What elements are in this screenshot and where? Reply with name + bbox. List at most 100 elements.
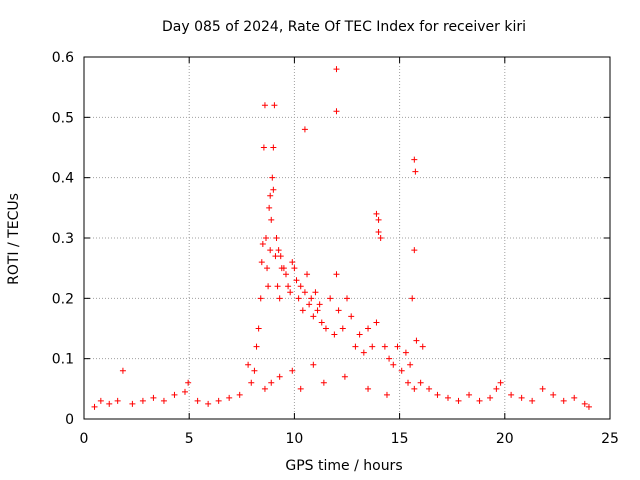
data-point	[270, 186, 277, 193]
data-point	[299, 307, 306, 314]
data-point	[277, 253, 284, 260]
data-point	[264, 265, 271, 272]
data-point	[297, 283, 304, 290]
data-point	[413, 337, 420, 344]
data-point	[268, 216, 275, 223]
x-tick-label: 15	[391, 431, 409, 447]
y-tick-label: 0.6	[52, 50, 74, 66]
data-point	[539, 385, 546, 392]
data-point	[398, 367, 405, 374]
data-point	[275, 247, 282, 254]
data-point	[571, 394, 578, 401]
data-point	[493, 385, 500, 392]
data-point	[369, 343, 376, 350]
grid	[84, 57, 610, 419]
data-point	[318, 319, 325, 326]
data-point	[360, 349, 367, 356]
data-point	[333, 66, 340, 73]
data-point	[261, 102, 268, 109]
data-point	[373, 210, 380, 217]
axis-ticks: 0 5 10 15 20 25 0 0.1 0.2 0.3 0.4 0.5 0.6	[52, 50, 619, 447]
data-point	[407, 361, 414, 368]
data-point	[91, 403, 98, 410]
data-point	[297, 385, 304, 392]
data-point	[409, 295, 416, 302]
data-point	[245, 361, 252, 368]
data-point	[114, 397, 121, 404]
data-point	[276, 373, 283, 380]
data-point	[271, 102, 278, 109]
data-point	[268, 379, 275, 386]
data-point	[476, 397, 483, 404]
data-point	[529, 397, 536, 404]
data-point	[282, 271, 289, 278]
data-point	[253, 343, 260, 350]
data-point	[97, 397, 104, 404]
data-point	[320, 379, 327, 386]
data-point	[308, 295, 315, 302]
data-point	[293, 277, 300, 284]
data-point	[289, 259, 296, 266]
data-point	[377, 235, 384, 241]
x-tick-label: 0	[80, 431, 89, 447]
data-point	[581, 400, 588, 407]
y-tick-label: 0.3	[52, 231, 74, 247]
y-tick-label: 0.5	[52, 110, 74, 126]
data-point	[333, 108, 340, 115]
data-point	[412, 168, 419, 175]
data-point	[289, 367, 296, 374]
data-point	[269, 174, 276, 181]
data-point	[417, 379, 424, 386]
data-point	[261, 385, 268, 392]
data-point	[160, 397, 167, 404]
data-point	[106, 400, 113, 407]
data-point	[310, 313, 317, 320]
data-point	[375, 228, 382, 235]
data-point	[411, 156, 418, 163]
data-point	[255, 325, 262, 332]
data-point	[375, 216, 382, 223]
data-point	[171, 391, 178, 398]
data-point	[508, 391, 515, 398]
data-point	[348, 313, 355, 320]
x-tick-label: 25	[601, 431, 619, 447]
x-tick-label: 10	[285, 431, 303, 447]
data-point	[411, 247, 418, 254]
data-point	[265, 283, 272, 290]
y-tick-label: 0.1	[52, 352, 74, 368]
data-point	[394, 343, 401, 350]
data-point	[260, 144, 267, 151]
data-point	[119, 367, 126, 374]
data-point	[405, 379, 412, 386]
x-tick-label: 5	[185, 431, 194, 447]
data-point	[312, 289, 319, 296]
data-point	[181, 388, 188, 395]
data-point	[267, 247, 274, 254]
data-point	[266, 204, 273, 211]
data-point	[402, 349, 409, 356]
data-point	[331, 331, 338, 338]
data-point	[455, 397, 462, 404]
data-point	[335, 307, 342, 314]
data-point	[386, 355, 393, 362]
data-point	[257, 295, 264, 302]
data-point	[585, 403, 592, 410]
data-point	[285, 283, 292, 290]
data-point	[251, 367, 258, 374]
data-point	[301, 126, 308, 133]
data-point	[304, 271, 311, 278]
chart-title: Day 085 of 2024, Rate Of TEC Index for r…	[162, 19, 526, 35]
data-point	[185, 379, 192, 386]
data-point	[322, 325, 329, 332]
data-point	[518, 394, 525, 401]
data-point	[129, 400, 136, 407]
data-point	[259, 241, 266, 248]
data-point	[426, 385, 433, 392]
data-point	[341, 373, 348, 380]
data-point	[419, 343, 426, 350]
data-point	[194, 397, 201, 404]
data-point	[373, 319, 380, 326]
data-points	[91, 66, 592, 410]
data-point	[434, 391, 441, 398]
